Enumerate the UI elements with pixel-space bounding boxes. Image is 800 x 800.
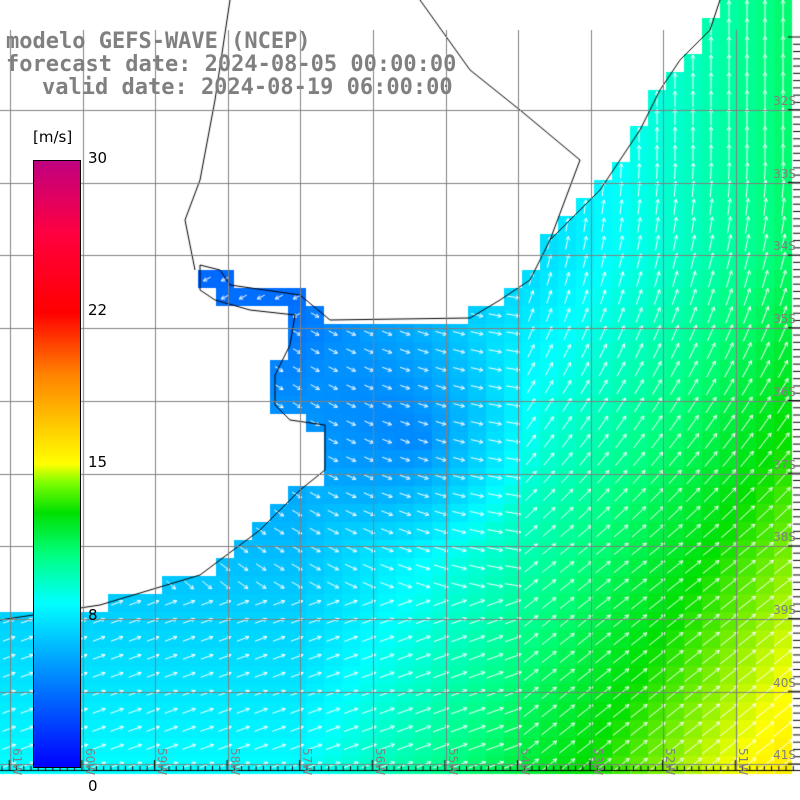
lat-label: 40S bbox=[773, 675, 796, 690]
model-title: modelo GEFS-WAVE (NCEP) bbox=[6, 29, 311, 54]
colorbar-label-22: 22 bbox=[88, 301, 108, 319]
colorbar-label-0: 0 bbox=[88, 777, 98, 795]
colorbar-label-15: 15 bbox=[88, 453, 108, 471]
lat-label: 32S bbox=[773, 94, 796, 108]
lon-label: 53W bbox=[590, 748, 605, 776]
lon-label: 59W bbox=[155, 748, 170, 776]
lon-label: 54W bbox=[518, 748, 533, 776]
lon-label: 60W bbox=[82, 748, 97, 776]
lat-label: 41S bbox=[773, 748, 796, 763]
lon-label: 52W bbox=[663, 748, 678, 776]
lat-label: 39S bbox=[773, 602, 796, 617]
lat-label: 36S bbox=[773, 384, 796, 399]
lat-label: 35S bbox=[773, 312, 796, 327]
lat-label: 37S bbox=[773, 457, 796, 472]
colorbar bbox=[33, 160, 81, 768]
lon-label: 55W bbox=[445, 748, 460, 776]
lon-label: 61W bbox=[10, 748, 24, 776]
colorbar-unit: [m/s] bbox=[33, 128, 73, 146]
colorbar-label-30: 30 bbox=[88, 149, 108, 167]
forecast-date: forecast date: 2024-08-05 00:00:00 bbox=[6, 52, 457, 77]
colorbar-label-8: 8 bbox=[88, 606, 98, 624]
lat-label: 33S bbox=[773, 166, 796, 181]
valid-date: valid date: 2024-08-19 06:00:00 bbox=[42, 75, 453, 100]
lon-label: 56W bbox=[373, 748, 387, 776]
lat-label: 38S bbox=[773, 530, 796, 545]
lon-label: 51W bbox=[736, 748, 750, 776]
lon-label: 57W bbox=[300, 748, 315, 776]
lat-label: 34S bbox=[773, 239, 796, 254]
lon-label: 58W bbox=[227, 748, 242, 776]
